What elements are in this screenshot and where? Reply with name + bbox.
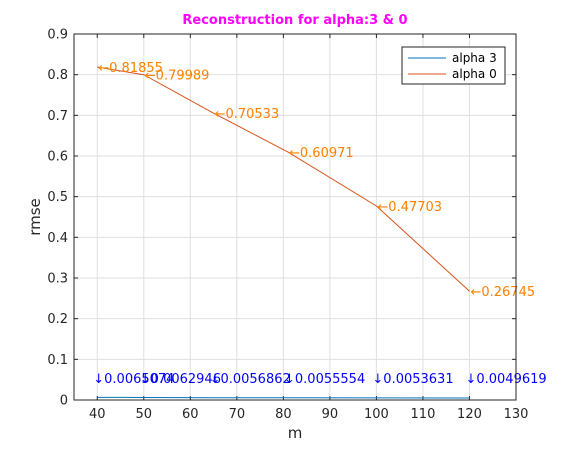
y-tick-label: 0.3	[47, 272, 68, 287]
legend-label-alpha-3: alpha 3	[452, 51, 497, 65]
x-tick-label: 80	[275, 407, 292, 422]
data-label: ↓0.0065074	[93, 372, 174, 387]
x-tick-label: 110	[411, 407, 436, 422]
data-labels: ↓0.0065074↓0.0062946↓0.0056862↓0.0055554…	[93, 61, 546, 387]
y-tick-label: 0.4	[47, 231, 68, 246]
y-tick-label: 0.1	[47, 353, 68, 368]
data-label: ←0.26745	[470, 285, 535, 300]
y-tick-label: 0.9	[47, 28, 68, 43]
data-label: ↓0.0062946	[140, 372, 221, 387]
x-tick-label: 100	[364, 407, 389, 422]
x-tick-label: 60	[182, 407, 199, 422]
legend-box	[401, 46, 506, 85]
legend-label-alpha-0: alpha 0	[452, 67, 497, 81]
series-lines	[97, 66, 470, 399]
data-label: ↓0.0049619	[465, 372, 546, 387]
y-tick-label: 0.2	[47, 312, 68, 327]
data-label: ←0.47703	[377, 200, 442, 215]
y-axis-label: rmse	[26, 198, 44, 236]
y-tick-label: 0.6	[47, 150, 68, 165]
data-label: ↓0.0055554	[284, 372, 365, 387]
y-tick-label: 0	[60, 394, 68, 409]
plot-frame	[73, 33, 517, 401]
x-axis-label: m	[288, 424, 303, 442]
y-tick-label: 0.7	[47, 109, 68, 124]
x-tick-label: 120	[457, 407, 482, 422]
x-tick-label: 130	[504, 407, 529, 422]
x-tick-label: 40	[89, 407, 106, 422]
data-label: ←0.81855	[98, 61, 163, 76]
data-label: ↓0.0053631	[372, 372, 453, 387]
series-line-alpha-3	[97, 396, 470, 399]
y-tick-labels: 0 0.1 0.2 0.3 0.4 0.5 0.6 0.7 0.8 0.9	[47, 28, 68, 409]
y-tick-label: 0.5	[47, 190, 68, 205]
data-label: ↓0.0056862	[210, 372, 291, 387]
data-label: ←0.60971	[289, 146, 354, 161]
y-tick-label: 0.8	[47, 68, 68, 83]
data-label: ←0.70533	[215, 107, 280, 122]
x-tick-label: 50	[136, 407, 153, 422]
series-line-alpha-0	[97, 66, 470, 292]
x-tick-label: 70	[229, 407, 246, 422]
chart-title: Reconstruction for alpha:3 & 0	[182, 13, 407, 28]
plot-area	[74, 34, 516, 400]
x-tick-labels: 40 50 60 70 80 90 100 110 120 130	[89, 407, 528, 422]
x-tick-label: 90	[322, 407, 339, 422]
legend: alpha 3 alpha 0	[401, 46, 506, 85]
data-label: ←0.79989	[145, 69, 210, 84]
